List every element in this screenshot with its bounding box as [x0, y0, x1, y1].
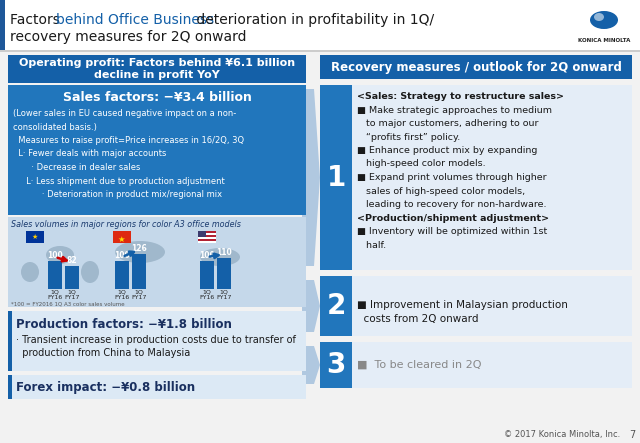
- Bar: [8, 55, 306, 83]
- Text: · Transient increase in production costs due to transfer of: · Transient increase in production costs…: [16, 335, 296, 345]
- Bar: [8, 375, 12, 399]
- Text: half.: half.: [357, 241, 386, 249]
- Bar: [132, 254, 146, 289]
- Text: 1Q
FY17: 1Q FY17: [64, 290, 80, 300]
- Bar: [217, 258, 231, 289]
- Text: ■ Expand print volumes through higher: ■ Expand print volumes through higher: [357, 173, 547, 182]
- Text: 7: 7: [628, 430, 635, 440]
- Bar: [198, 233, 216, 235]
- Polygon shape: [302, 89, 320, 266]
- Text: 1Q
FY16: 1Q FY16: [47, 290, 63, 300]
- Text: sales of high-speed color models,: sales of high-speed color models,: [357, 187, 525, 195]
- Text: high-speed color models.: high-speed color models.: [357, 159, 486, 168]
- Bar: [65, 266, 79, 289]
- Text: 100: 100: [199, 251, 215, 260]
- Text: 3: 3: [326, 351, 346, 379]
- Text: Production factors: −¥1.8 billion: Production factors: −¥1.8 billion: [16, 318, 232, 331]
- Text: recovery measures for 2Q onward: recovery measures for 2Q onward: [10, 30, 246, 44]
- Polygon shape: [302, 280, 320, 332]
- Ellipse shape: [200, 248, 240, 266]
- Bar: [200, 261, 214, 289]
- Text: 82: 82: [67, 256, 77, 265]
- Bar: [0, 0, 640, 50]
- Bar: [8, 375, 306, 399]
- Text: 1Q
FY16: 1Q FY16: [200, 290, 214, 300]
- Bar: [320, 85, 352, 270]
- Text: · Decrease in dealer sales: · Decrease in dealer sales: [13, 163, 140, 172]
- Text: Operating profit: Factors behind ¥6.1 billion
decline in profit YoY: Operating profit: Factors behind ¥6.1 bi…: [19, 58, 295, 80]
- Text: “profits first” policy.: “profits first” policy.: [357, 132, 460, 141]
- Text: <Sales: Strategy to restructure sales>: <Sales: Strategy to restructure sales>: [357, 92, 564, 101]
- Text: 126: 126: [131, 244, 147, 253]
- Bar: [570, 2, 638, 48]
- Text: to major customers, adhering to our: to major customers, adhering to our: [357, 119, 538, 128]
- Bar: [8, 311, 306, 371]
- Text: 2: 2: [326, 292, 346, 320]
- Bar: [48, 261, 62, 289]
- Bar: [198, 237, 216, 239]
- Text: ■ Make strategic approaches to medium: ■ Make strategic approaches to medium: [357, 105, 552, 114]
- Ellipse shape: [21, 262, 39, 282]
- Ellipse shape: [594, 13, 604, 21]
- Bar: [0, 50, 640, 52]
- Text: consolidated basis.): consolidated basis.): [13, 123, 97, 132]
- Text: production from China to Malaysia: production from China to Malaysia: [16, 348, 190, 358]
- Bar: [113, 231, 131, 243]
- Text: deterioration in profitability in 1Q/: deterioration in profitability in 1Q/: [192, 13, 434, 27]
- Text: Sales volumes in major regions for color A3 office models: Sales volumes in major regions for color…: [11, 220, 241, 229]
- Text: leading to recovery for non-hardware.: leading to recovery for non-hardware.: [357, 200, 547, 209]
- Bar: [8, 311, 12, 371]
- Text: KONICA MINOLTA: KONICA MINOLTA: [578, 38, 630, 43]
- Bar: [320, 342, 352, 388]
- Text: Sales factors: −¥3.4 billion: Sales factors: −¥3.4 billion: [63, 91, 252, 104]
- Bar: [320, 276, 632, 336]
- Text: 100: 100: [47, 251, 63, 260]
- Text: ■ Improvement in Malaysian production: ■ Improvement in Malaysian production: [357, 300, 568, 310]
- Text: 1: 1: [326, 163, 346, 191]
- Text: L· Fewer deals with major accounts: L· Fewer deals with major accounts: [13, 149, 166, 159]
- Bar: [320, 342, 632, 388]
- Text: 1Q
FY17: 1Q FY17: [131, 290, 147, 300]
- Text: ■ Inventory will be optimized within 1st: ■ Inventory will be optimized within 1st: [357, 227, 547, 236]
- Text: *100 = FY2016 1Q A3 color sales volume: *100 = FY2016 1Q A3 color sales volume: [11, 301, 125, 306]
- Text: <Production/shipment adjustment>: <Production/shipment adjustment>: [357, 214, 549, 222]
- Text: ■ Enhance product mix by expanding: ■ Enhance product mix by expanding: [357, 146, 538, 155]
- Bar: [8, 217, 306, 307]
- Text: ★: ★: [32, 234, 38, 240]
- Text: ★: ★: [117, 235, 125, 244]
- Text: 1Q
FY17: 1Q FY17: [216, 290, 232, 300]
- Bar: [8, 85, 306, 215]
- Text: 1Q
FY16: 1Q FY16: [115, 290, 130, 300]
- Bar: [320, 55, 632, 79]
- Text: (Lower sales in EU caused negative impact on a non-: (Lower sales in EU caused negative impac…: [13, 109, 236, 118]
- Bar: [198, 231, 206, 237]
- Text: costs from 2Q onward: costs from 2Q onward: [357, 314, 479, 324]
- Text: Factors: Factors: [10, 13, 64, 27]
- Bar: [198, 231, 216, 243]
- Text: Forex impact: −¥0.8 billion: Forex impact: −¥0.8 billion: [16, 381, 195, 393]
- Text: Recovery measures / outlook for 2Q onward: Recovery measures / outlook for 2Q onwar…: [331, 61, 621, 74]
- Bar: [115, 261, 129, 289]
- Text: © 2017 Konica Minolta, Inc.: © 2017 Konica Minolta, Inc.: [504, 430, 620, 439]
- Text: L· Less shipment due to production adjustment: L· Less shipment due to production adjus…: [13, 176, 225, 186]
- Text: Measures to raise profit=Price increases in 16/2Q, 3Q: Measures to raise profit=Price increases…: [13, 136, 244, 145]
- Text: 100: 100: [114, 251, 130, 260]
- Bar: [0, 0, 5, 50]
- Bar: [198, 241, 216, 243]
- Ellipse shape: [46, 246, 74, 264]
- Bar: [320, 85, 632, 270]
- Ellipse shape: [115, 241, 165, 263]
- Text: behind Office Business: behind Office Business: [56, 13, 214, 27]
- Ellipse shape: [590, 11, 618, 29]
- Bar: [26, 231, 44, 243]
- Text: ■  To be cleared in 2Q: ■ To be cleared in 2Q: [357, 360, 481, 370]
- Ellipse shape: [81, 261, 99, 283]
- Bar: [320, 276, 352, 336]
- Text: · Deterioration in product mix/regional mix: · Deterioration in product mix/regional …: [13, 190, 222, 199]
- Text: 110: 110: [216, 248, 232, 257]
- Polygon shape: [302, 346, 320, 384]
